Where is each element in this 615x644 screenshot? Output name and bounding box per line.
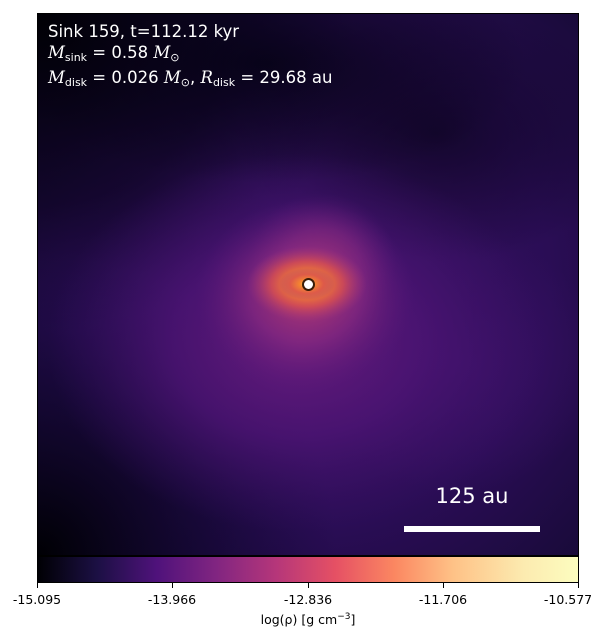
disk-radius-value: 29.68: [259, 68, 307, 87]
sink-mass-symbol: M: [48, 42, 65, 62]
colorbar-tick-label: -11.706: [418, 592, 468, 607]
colorbar-label: log(ρ) [g cm−3]: [37, 612, 579, 627]
disk-radius-subscript: disk: [212, 76, 236, 89]
disk-mass-symbol: M: [48, 68, 65, 87]
sink-mass-subscript: sink: [64, 50, 88, 64]
sink-mass-line: Msink = 0.58 M⊙: [48, 42, 180, 64]
colorbar-tick-label: -15.095: [12, 592, 62, 607]
sink-mass-unit-subscript: ⊙: [170, 50, 180, 64]
colorbar: [37, 556, 579, 583]
disk-mass-value: 0.026: [111, 68, 159, 87]
scale-bar: [404, 526, 540, 532]
simulation-info: Sink 159, t=112.12 kyr Msink = 0.58 M⊙ M…: [48, 22, 332, 94]
sink-particle-marker: [302, 278, 315, 291]
colorbar-tick: [443, 583, 444, 588]
density-map-panel: Sink 159, t=112.12 kyr Msink = 0.58 M⊙ M…: [37, 13, 579, 556]
sink-title: Sink 159, t=112.12 kyr: [48, 22, 240, 41]
colorbar-tick: [578, 583, 579, 588]
colorbar-label-suffix: ]: [350, 612, 356, 628]
colorbar-label-text: log(ρ) [g cm: [260, 612, 338, 628]
colorbar-tick: [308, 583, 309, 588]
disk-mass-subscript: disk: [64, 76, 88, 89]
colorbar-tick-label: -10.577: [543, 592, 593, 607]
disk-radius-unit: au: [311, 68, 333, 87]
colorbar-label-exponent: −3: [337, 612, 351, 622]
colorbar-tick: [172, 583, 173, 588]
scale-bar-label: 125 au: [435, 484, 509, 508]
sink-mass-value: 0.58: [111, 42, 149, 62]
colorbar-tick-label: -12.836: [283, 592, 333, 607]
disk-mass-unit-subscript: ⊙: [180, 76, 190, 89]
density-map-image: [38, 14, 578, 555]
disk-radius-symbol: R: [200, 68, 213, 87]
disk-line: Mdisk = 0.026 M⊙, Rdisk = 29.68 au: [48, 68, 333, 89]
sink-mass-unit: M: [153, 42, 171, 62]
colorbar-tick-label: -13.966: [147, 592, 197, 607]
colorbar-tick: [37, 583, 38, 588]
disk-mass-unit: M: [163, 68, 181, 87]
